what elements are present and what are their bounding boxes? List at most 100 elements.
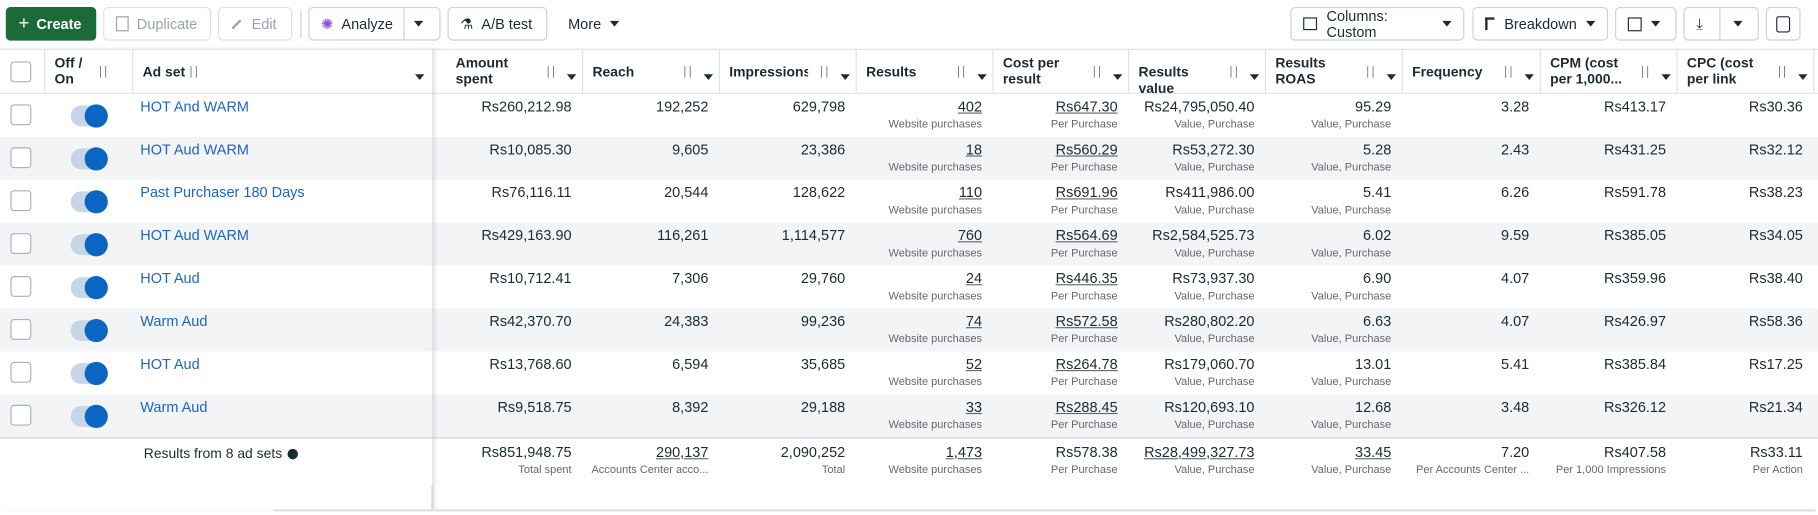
status-toggle[interactable] <box>70 147 108 171</box>
cell-value: 23,386 <box>800 141 846 158</box>
cell-sublabel: Value, Purchase <box>1311 247 1392 260</box>
cell-value[interactable]: Rs560.29 <box>1055 141 1118 158</box>
column-menu[interactable] <box>1386 67 1396 83</box>
sort-icon <box>1642 66 1649 78</box>
cell-value[interactable]: Rs691.96 <box>1055 184 1118 201</box>
cell-sublabel: Value, Purchase <box>1174 247 1255 260</box>
footer-sublabel: Value, Purchase <box>1311 463 1392 477</box>
status-toggle[interactable] <box>70 104 108 128</box>
cell-value: Rs179,060.70 <box>1164 356 1255 373</box>
cell-value[interactable]: 33 <box>965 399 983 416</box>
column-menu[interactable] <box>703 67 714 83</box>
columns-button[interactable]: Columns: Custom <box>1290 6 1465 41</box>
column-header[interactable]: CPC (cost per link click) <box>1686 54 1754 90</box>
sort-icon <box>958 66 965 78</box>
edit-button[interactable]: Edit <box>217 6 293 41</box>
column-header[interactable]: Frequency <box>1412 63 1483 81</box>
analyze-button[interactable]: ✺ Analyze <box>308 6 405 41</box>
cell-value: Rs32.12 <box>1748 141 1803 158</box>
cell-sublabel: Value, Purchase <box>1174 332 1255 346</box>
cell-value[interactable]: 110 <box>958 184 983 201</box>
ad-set-link[interactable]: Warm Aud <box>140 313 208 330</box>
column-header[interactable]: Amount spent <box>455 54 509 87</box>
ad-set-link[interactable]: Warm Aud <box>140 399 208 416</box>
status-toggle[interactable] <box>70 190 108 214</box>
row-checkbox[interactable] <box>10 361 32 383</box>
column-header[interactable]: Results <box>866 63 917 81</box>
row-checkbox[interactable] <box>10 318 32 340</box>
ad-set-link[interactable]: HOT Aud WARM <box>140 141 250 158</box>
cell-value[interactable]: Rs288.45 <box>1055 399 1118 416</box>
column-header[interactable]: Results value <box>1138 63 1189 97</box>
column-menu[interactable] <box>1524 67 1534 83</box>
column-header[interactable]: Cost per result <box>1002 54 1060 87</box>
cell-value[interactable]: 18 <box>965 141 983 158</box>
info-icon[interactable] <box>287 448 299 460</box>
column-menu[interactable] <box>977 67 987 83</box>
footer-value: Rs578.38 <box>1055 444 1118 461</box>
cell-value: Rs38.40 <box>1748 270 1803 287</box>
row-checkbox[interactable] <box>10 233 32 255</box>
column-menu[interactable] <box>566 67 577 83</box>
cell-value[interactable]: Rs264.78 <box>1055 356 1118 373</box>
select-all-checkbox[interactable] <box>10 61 32 83</box>
row-checkbox[interactable] <box>10 276 32 297</box>
cell-value[interactable]: Rs446.35 <box>1055 270 1118 287</box>
status-toggle[interactable] <box>70 361 108 386</box>
column-menu[interactable] <box>1249 67 1260 83</box>
status-toggle[interactable] <box>70 276 108 300</box>
ad-set-link[interactable]: Past Purchaser 180 Days <box>140 184 305 201</box>
sort-icon <box>100 66 107 78</box>
ab-test-button[interactable]: ⚗ A/B test <box>447 6 548 41</box>
row-checkbox[interactable] <box>10 104 32 126</box>
column-menu[interactable] <box>840 67 850 83</box>
more-button[interactable]: More <box>555 6 635 41</box>
cell-value[interactable]: 74 <box>965 313 983 330</box>
ad-set-link[interactable]: HOT And WARM <box>140 98 250 115</box>
export-dropdown[interactable] <box>1719 6 1759 41</box>
duplicate-button[interactable]: Duplicate <box>103 6 212 41</box>
cell-value[interactable]: Rs564.69 <box>1055 227 1118 244</box>
cell-value[interactable]: 402 <box>957 98 983 115</box>
cell-value: 128,622 <box>792 184 846 201</box>
cell-value: 99,236 <box>800 313 846 330</box>
column-header[interactable]: Off / On <box>54 54 83 87</box>
row-checkbox[interactable] <box>10 404 32 426</box>
row-checkbox[interactable] <box>10 190 32 212</box>
cell-value: 6,594 <box>672 356 709 373</box>
row-checkbox[interactable] <box>10 147 32 169</box>
ad-set-link[interactable]: HOT Aud <box>140 270 200 287</box>
column-menu[interactable] <box>1798 67 1808 83</box>
column-header[interactable]: Ad set <box>142 63 186 81</box>
create-button[interactable]: + Create <box>5 6 97 41</box>
column-menu[interactable] <box>415 67 425 83</box>
sort-icon <box>547 66 554 78</box>
breakdown-button[interactable]: Breakdown <box>1472 6 1609 41</box>
cell-value: 9,605 <box>672 141 709 158</box>
cell-value[interactable]: 760 <box>957 227 983 244</box>
footer-sublabel: Per Action <box>1752 463 1803 477</box>
sort-icon <box>1093 66 1100 78</box>
export-button[interactable]: ⤓ <box>1683 6 1721 41</box>
ad-set-link[interactable]: HOT Aud WARM <box>140 227 250 244</box>
charts-button[interactable] <box>1765 6 1801 41</box>
sort-icon <box>190 66 197 78</box>
analyze-dropdown[interactable] <box>403 6 441 41</box>
status-toggle[interactable] <box>70 233 108 257</box>
column-header[interactable]: Impressions <box>729 63 809 81</box>
status-toggle[interactable] <box>70 404 108 429</box>
cell-value[interactable]: 24 <box>965 270 983 287</box>
column-header[interactable]: Reach <box>592 63 635 81</box>
cell-value[interactable]: Rs572.58 <box>1055 313 1118 330</box>
column-menu[interactable] <box>1113 67 1123 83</box>
cell-sublabel: Per Purchase <box>1050 118 1118 132</box>
footer-sublabel: Per Accounts Center ... <box>1415 463 1530 477</box>
column-header[interactable]: Results ROAS <box>1275 54 1326 87</box>
cell-value[interactable]: Rs647.30 <box>1055 98 1118 115</box>
column-menu[interactable] <box>1661 67 1671 83</box>
reports-button[interactable] <box>1615 6 1677 41</box>
cell-value[interactable]: 52 <box>965 356 983 373</box>
column-header[interactable]: CPM (cost per 1,000... <box>1550 54 1623 87</box>
ad-set-link[interactable]: HOT Aud <box>140 356 200 373</box>
status-toggle[interactable] <box>70 318 108 343</box>
